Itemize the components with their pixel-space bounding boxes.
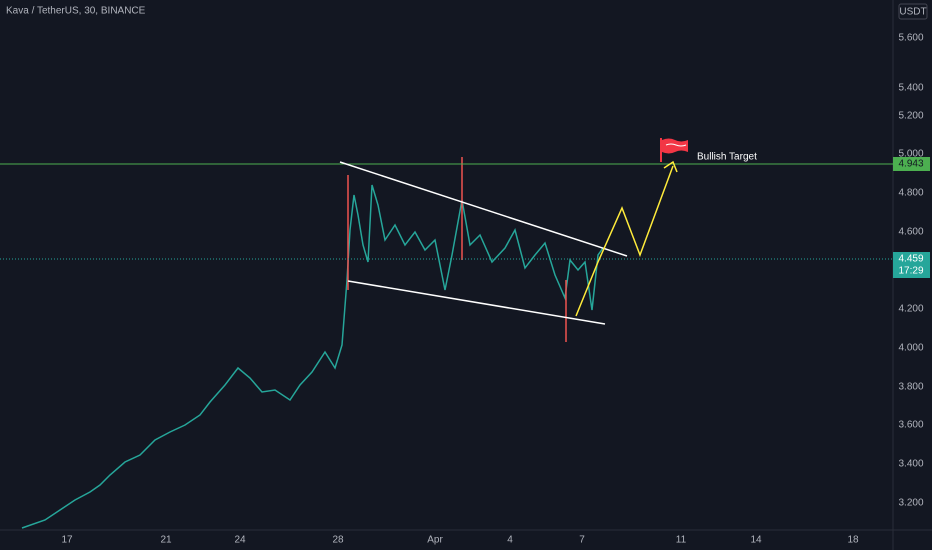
countdown-label: 17:29 [898,266,923,277]
time-axis: 17 21 24 28 Apr 4 7 11 14 18 [61,535,859,546]
currency-box [898,3,928,20]
lower-trendline [347,280,606,325]
time-tick-label: 17 [61,535,73,546]
projection-arrowhead [663,160,678,173]
last-price-tag [893,252,930,278]
price-tick-label: 3.600 [898,420,923,431]
time-tick-label: 21 [160,535,172,546]
target-tag-label: 4.943 [898,159,923,170]
price-tick-label: 5.400 [898,83,923,94]
price-axis: 5.600 5.400 5.200 5.000 4.800 4.600 4.200 4.000… [898,33,923,509]
last-price-label: 4.459 [898,254,923,265]
time-tick-label: 24 [234,535,246,546]
flag-icon [660,138,688,162]
time-tick-label: 7 [579,535,585,546]
upper-trendline [339,161,628,257]
price-path [21,184,604,529]
currency: USDT [899,7,926,18]
symbol-title: Kava / TetherUS, 30, BINANCE [6,6,146,17]
time-tick-label: 28 [332,535,344,546]
price-tick-label: 5.600 [898,33,923,44]
price-tick-label: 4.600 [898,227,923,238]
price-tick-label: 4.000 [898,343,923,354]
price-tick-label: 4.800 [898,188,923,199]
time-tick-label: Apr [427,535,443,546]
target-tag [893,157,930,171]
price-tick-label: 3.200 [898,498,923,509]
time-tick-label: 14 [750,535,762,546]
annotation-text: Bullish Target [697,152,757,163]
projection-path [575,165,674,317]
price-tick-label: 4.200 [898,304,923,315]
time-tick-label: 18 [847,535,859,546]
price-tick-label: 3.800 [898,382,923,393]
time-tick-label: 4 [507,535,513,546]
time-tick-label: 11 [676,535,687,546]
price-tick-label: 5.200 [898,111,923,122]
price-tick-label: 5.000 [898,149,923,160]
price-tick-label: 3.400 [898,459,923,470]
